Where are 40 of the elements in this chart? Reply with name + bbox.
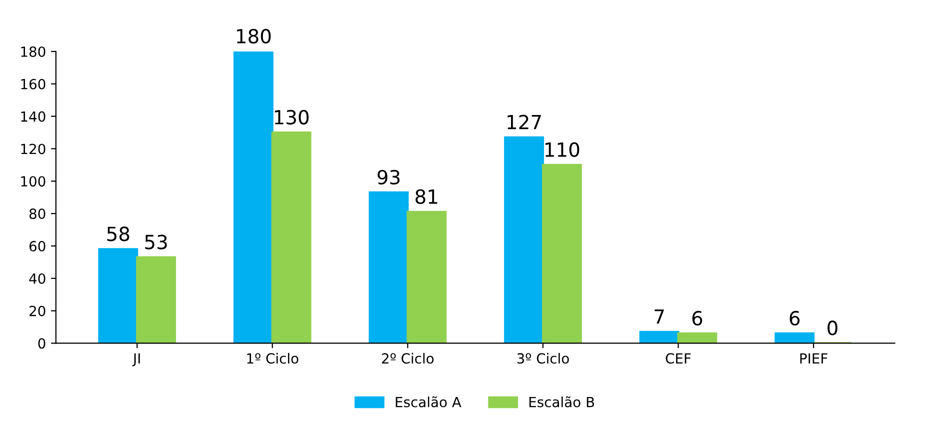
data-label: 0 [828,320,838,336]
y-tick-label: 20 [30,306,46,316]
x-tick-label: CEF [666,353,691,364]
data-label: 81 [416,189,438,204]
bar [136,256,176,344]
data-label: 110 [545,142,580,157]
data-label: 58 [107,226,130,242]
legend-label: Escalão B [529,396,594,408]
y-tick-label: 140 [21,111,46,122]
bar [504,136,544,344]
data-label: 93 [378,170,400,185]
x-tick-label: PIEF [800,353,828,364]
bar [774,332,815,344]
bar [271,131,312,344]
bar [542,164,582,344]
x-tick-label: 2º Ciclo [382,352,434,364]
legend-label: Escalão A [396,396,462,408]
y-tick-label: 80 [29,208,46,220]
y-tick-label: 160 [21,78,46,90]
y-tick-label: 120 [21,144,46,154]
x-tick-label: JI [132,353,140,366]
bar [98,248,138,344]
bar [368,191,409,344]
data-label: 127 [508,114,541,130]
y-tick-label: 0 [38,338,46,349]
x-tick-label: 3º Ciclo [517,352,569,364]
x-tick-label: 1º Ciclo [247,352,298,364]
y-tick-label: 180 [21,46,46,57]
data-label: 7 [654,309,664,324]
bar [406,210,447,344]
bar [233,51,274,344]
y-tick-label: 60 [29,240,46,252]
y-tick-label: 40 [29,273,46,284]
data-label: 130 [274,110,309,125]
data-label: 53 [145,234,167,250]
data-label: 180 [237,28,271,44]
data-label: 6 [692,310,702,326]
bar [677,332,718,344]
y-tick-label: 100 [21,176,46,187]
data-label: 6 [790,310,800,326]
